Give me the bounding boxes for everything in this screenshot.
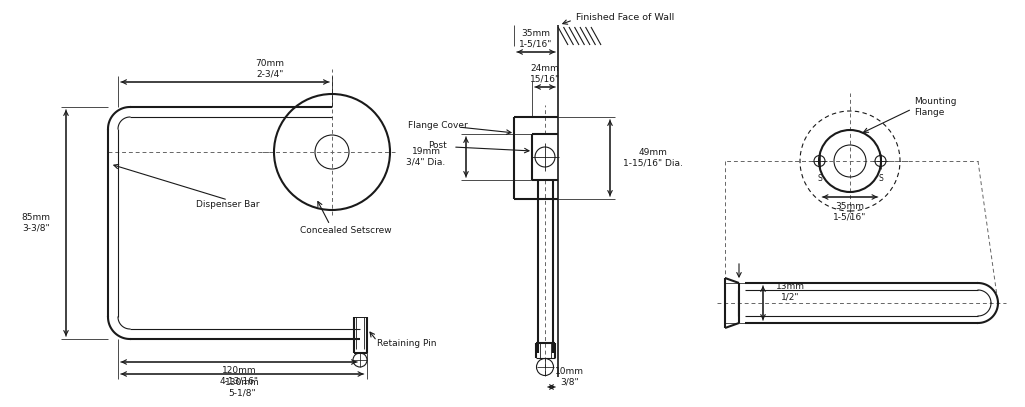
Text: 13mm
1/2": 13mm 1/2": [776, 282, 805, 302]
Text: Retaining Pin: Retaining Pin: [377, 339, 437, 348]
Text: 85mm
3-3/8": 85mm 3-3/8": [22, 213, 50, 233]
Text: 130mm
5-1/8": 130mm 5-1/8": [224, 378, 259, 398]
Text: 35mm
1-5/16": 35mm 1-5/16": [520, 29, 552, 49]
Text: S: S: [817, 173, 822, 182]
Text: Concealed Setscrew: Concealed Setscrew: [300, 225, 392, 234]
Text: 10mm
3/8": 10mm 3/8": [555, 367, 584, 387]
Text: Post: Post: [428, 140, 447, 149]
Text: S: S: [878, 173, 883, 182]
Text: Dispenser Bar: Dispenser Bar: [196, 199, 259, 208]
Text: Flange Cover: Flange Cover: [408, 120, 467, 129]
Text: Mounting
Flange: Mounting Flange: [914, 97, 956, 117]
Text: 19mm
3/4" Dia.: 19mm 3/4" Dia.: [406, 147, 446, 167]
Text: 24mm
15/16": 24mm 15/16": [530, 64, 560, 84]
Text: 35mm
1-5/16": 35mm 1-5/16": [833, 202, 867, 222]
Text: 49mm
1-15/16" Dia.: 49mm 1-15/16" Dia.: [623, 148, 683, 168]
Text: 70mm
2-3/4": 70mm 2-3/4": [255, 59, 285, 79]
Text: 120mm
4-13/16": 120mm 4-13/16": [219, 366, 258, 386]
Text: Finished Face of Wall: Finished Face of Wall: [576, 13, 674, 22]
